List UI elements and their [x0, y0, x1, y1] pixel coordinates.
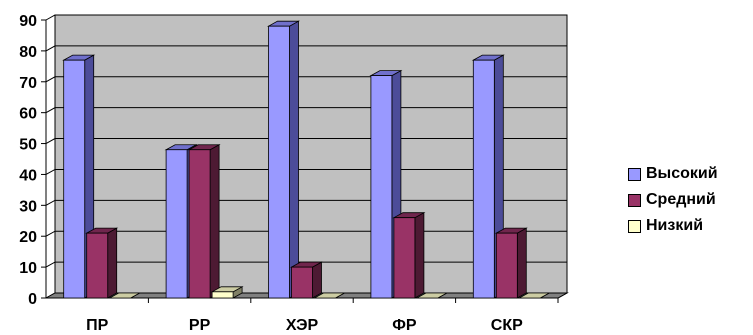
bar-front: [495, 232, 518, 299]
bar: [392, 212, 426, 299]
legend-swatch-medium: [628, 193, 641, 207]
bar-side: [209, 144, 220, 299]
legend-item-medium: Средний: [628, 191, 716, 209]
y-tick-label: 90: [19, 13, 37, 30]
legend-label-high: Высокий: [646, 165, 718, 182]
y-tick-label: 50: [19, 137, 37, 154]
x-tick-label: ХЭР: [286, 317, 319, 334]
legend-swatch-low: [628, 219, 641, 233]
bar-top: [517, 292, 551, 299]
y-tick-label: 20: [19, 229, 37, 246]
bar-side: [516, 227, 527, 299]
bar: [415, 292, 449, 299]
bar-front: [472, 59, 495, 299]
y-tick-label: 30: [19, 198, 37, 215]
y-tick-label: 10: [19, 260, 37, 277]
bar: [85, 227, 119, 299]
legend: Высокий Средний Низкий: [628, 151, 753, 249]
legend-item-low: Низкий: [628, 217, 703, 235]
gridline: [45, 45, 567, 52]
bar-top: [415, 292, 449, 299]
y-tick-label: 40: [19, 167, 37, 184]
bar: [289, 261, 324, 299]
bar-front: [86, 232, 109, 299]
x-tick-label: ПР: [86, 317, 109, 334]
bar-front: [291, 266, 313, 299]
x-tick-label: СКР: [491, 317, 523, 334]
y-tick-label: 80: [19, 44, 37, 61]
bar: [210, 286, 244, 299]
bar-front: [393, 217, 416, 299]
legend-swatch-high: [628, 167, 641, 181]
bar-side: [414, 212, 425, 299]
bar-front: [370, 75, 393, 299]
legend-item-high: Высокий: [628, 165, 718, 183]
y-tick-label: 60: [19, 106, 37, 123]
bar-top: [312, 292, 347, 299]
bar-side: [312, 261, 322, 299]
y-tick-label: 0: [28, 291, 37, 308]
bar: [266, 20, 301, 299]
bar-front: [63, 59, 86, 299]
bar: [494, 227, 528, 299]
gridline: [45, 14, 567, 21]
legend-label-medium: Средний: [646, 191, 716, 208]
bar-front: [165, 149, 188, 299]
legend-label-low: Низкий: [646, 217, 704, 234]
x-tick-label: РР: [189, 317, 211, 334]
bar-side: [107, 227, 118, 299]
bar: [312, 292, 347, 299]
bar: [517, 292, 551, 299]
bar: [108, 292, 142, 299]
bar-front: [268, 25, 290, 299]
bar-top: [108, 292, 142, 299]
bar-front: [188, 149, 211, 299]
y-tick-label: 70: [19, 75, 37, 92]
x-tick-label: ФР: [392, 317, 417, 334]
bar: [187, 144, 221, 299]
bar-front: [211, 291, 234, 299]
bar-side: [289, 20, 299, 299]
